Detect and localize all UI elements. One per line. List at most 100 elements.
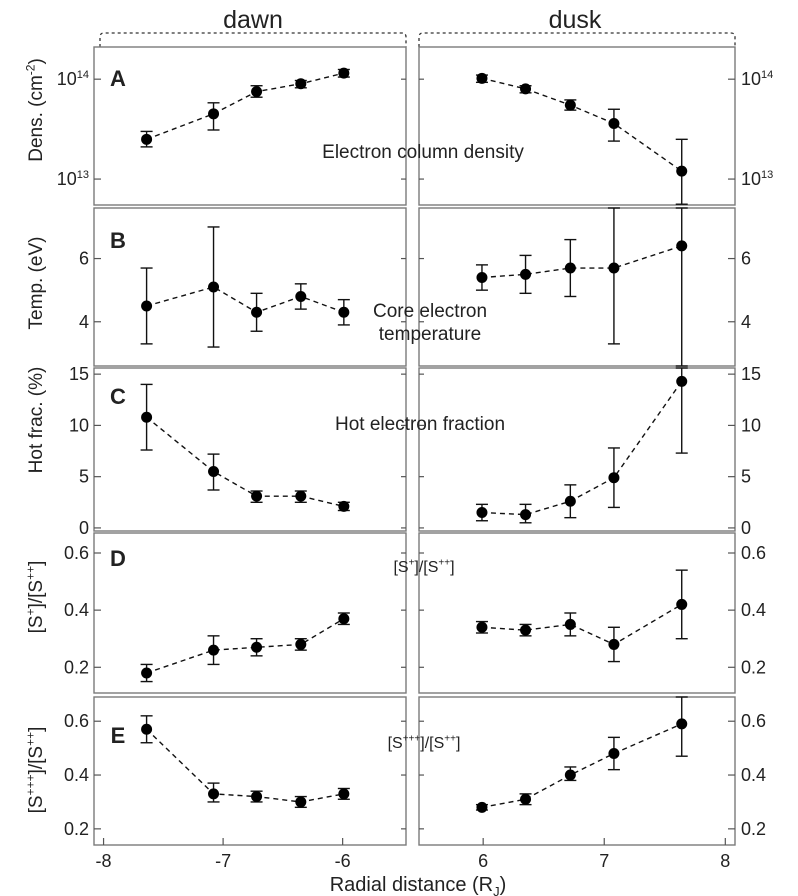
dusk-frame	[418, 696, 736, 846]
dawn-data-point	[141, 667, 153, 679]
y-axis-label: [S+]/[S++]	[23, 561, 47, 634]
dawn-frame	[93, 46, 407, 206]
dawn-label: dawn	[223, 6, 283, 34]
dawn-data-point	[251, 306, 263, 318]
y-axis-label: Hot frac. (%)	[26, 367, 47, 474]
y-tick-label-right: 6	[741, 249, 751, 269]
panel-title: [S+++]/[S++]	[388, 734, 461, 752]
dawn-data-point	[141, 300, 153, 312]
dusk-data-point	[676, 718, 688, 730]
dawn-series-line	[146, 72, 345, 140]
y-tick-label-right: 0.6	[741, 543, 766, 563]
x-tick-label-dusk: 7	[599, 851, 609, 871]
panel-letter: A	[110, 66, 126, 91]
dusk-data-point	[676, 598, 688, 610]
dusk-data-point	[476, 801, 488, 813]
panel-letter: C	[110, 384, 126, 409]
dusk-data-point	[520, 83, 532, 95]
dusk-series-line	[481, 723, 683, 809]
dawn-data-point	[141, 723, 153, 735]
y-tick-label-right: 15	[741, 364, 761, 384]
dusk-data-point	[476, 621, 488, 633]
dawn-data-point	[338, 306, 350, 318]
y-tick-label-left: 0.4	[64, 765, 89, 785]
panels: 1013 1013 1014 1014 Dens. (cm-2) A Electron co…	[23, 46, 773, 846]
y-tick-label-right: 4	[741, 312, 751, 332]
dawn-data-point	[208, 466, 220, 478]
y-tick-label-left: 0.2	[64, 657, 89, 677]
y-tick-label-left: 0	[79, 518, 89, 538]
dusk-data-point	[476, 272, 488, 284]
dusk-frame	[418, 367, 736, 532]
dusk-data-point	[564, 618, 576, 630]
y-tick-label-right: 0.2	[741, 819, 766, 839]
y-tick-label-left: 4	[79, 312, 89, 332]
dusk-series-line	[481, 603, 683, 646]
top-labels: dawn dusk	[99, 6, 736, 47]
panel-letter: B	[110, 228, 126, 253]
y-tick-label-right: 0.4	[741, 765, 766, 785]
dusk-data-point	[608, 748, 620, 760]
y-tick-label-left: 15	[69, 364, 89, 384]
dawn-data-point	[338, 67, 350, 79]
dusk-data-point	[676, 165, 688, 177]
y-tick-label-left: 0.4	[64, 600, 89, 620]
y-tick-label-right: 5	[741, 467, 751, 487]
dusk-data-point	[520, 624, 532, 636]
dusk-data-point	[476, 72, 488, 84]
panel-letter: D	[110, 546, 126, 571]
y-tick-label-left: 5	[79, 467, 89, 487]
dusk-data-point	[564, 769, 576, 781]
dawn-frame	[93, 696, 407, 846]
panel-a: 1013 1013 1014 1014 Dens. (cm-2) A Electron co…	[23, 46, 773, 206]
dusk-data-point	[520, 793, 532, 805]
dusk-frame	[418, 46, 736, 206]
dawn-data-point	[141, 133, 153, 145]
y-tick-label-right: 10	[741, 415, 761, 435]
x-tick-label-dawn: -8	[96, 851, 112, 871]
dusk-bracket	[418, 32, 736, 47]
panel-c: 0 0 5 5 10 10 15 15 Hot frac. (%) C Hot electron f…	[26, 364, 761, 538]
dusk-data-point	[476, 507, 488, 519]
dawn-data-point	[338, 788, 350, 800]
dusk-data-point	[608, 118, 620, 130]
dawn-data-point	[251, 791, 263, 803]
dawn-data-point	[295, 638, 307, 650]
y-tick-label-left: 6	[79, 249, 89, 269]
dawn-data-point	[208, 108, 220, 120]
dusk-data-point	[608, 472, 620, 484]
dawn-series-line	[146, 286, 345, 314]
y-axis-label: [S+++]/[S++]	[23, 727, 47, 814]
x-axis-label: Radial distance (RJ)	[330, 874, 507, 896]
y-tick-label-left: 1013	[57, 169, 89, 189]
panel-letter: E	[111, 723, 126, 748]
x-tick-label-dusk: 6	[478, 851, 488, 871]
dusk-data-point	[564, 495, 576, 507]
dawn-frame	[93, 367, 407, 532]
dusk-label: dusk	[549, 6, 602, 34]
y-axis-label: Temp. (eV)	[26, 237, 47, 330]
x-tick-label-dawn: -7	[215, 851, 231, 871]
dusk-series-line	[481, 245, 682, 279]
dawn-frame	[93, 207, 407, 367]
dawn-data-point	[295, 490, 307, 502]
dawn-data-point	[295, 796, 307, 808]
dawn-data-point	[338, 500, 350, 512]
dusk-data-point	[676, 375, 688, 387]
y-axis-label: Dens. (cm-2)	[23, 58, 47, 162]
x-tick-label-dawn: -6	[335, 851, 351, 871]
y-tick-label-right: 0	[741, 518, 751, 538]
y-tick-label-right: 0.4	[741, 600, 766, 620]
panel-title: [S+]/[S++]	[393, 558, 454, 576]
dawn-data-point	[295, 290, 307, 302]
dawn-data-point	[251, 86, 263, 98]
y-tick-label-left: 0.2	[64, 819, 89, 839]
y-tick-label-left: 1014	[57, 69, 89, 89]
y-tick-label-left: 0.6	[64, 711, 89, 731]
y-tick-label-right: 0.2	[741, 657, 766, 677]
dusk-series-line	[481, 380, 683, 516]
panel-title: Hot electron fraction	[335, 414, 505, 435]
dawn-series-line	[146, 728, 344, 803]
